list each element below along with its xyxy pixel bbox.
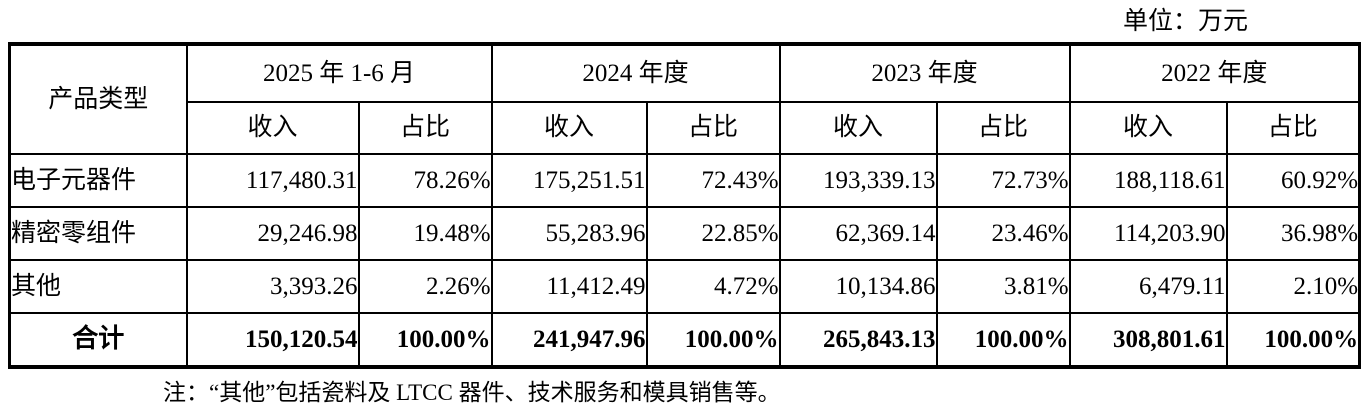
subheader-revenue-2023: 收入 <box>778 101 938 155</box>
cell-value: 55,283.96 <box>490 206 648 261</box>
cell-value: 3,393.26 <box>185 259 360 314</box>
cell-value: 2.26% <box>357 259 493 314</box>
subheader-share-2022: 占比 <box>1225 101 1361 155</box>
period-header-2022: 2022 年度 <box>1068 43 1361 103</box>
cell-value: 11,412.49 <box>490 259 648 314</box>
cell-value: 193,339.13 <box>778 153 938 208</box>
cell-value: 10,134.86 <box>778 259 938 314</box>
cell-value: 175,251.51 <box>490 153 648 208</box>
row-label: 电子元器件 <box>8 153 188 208</box>
cell-value: 100.00% <box>645 312 781 368</box>
period-header-2023: 2023 年度 <box>778 43 1071 103</box>
period-header-2024: 2024 年度 <box>490 43 781 103</box>
subheader-revenue-2024: 收入 <box>490 101 648 155</box>
row-label: 其他 <box>8 259 188 314</box>
subheader-revenue-2025h1: 收入 <box>185 101 360 155</box>
row-label: 精密零组件 <box>8 206 188 261</box>
revenue-table: 产品类型 2025 年 1-6 月 2024 年度 2023 年度 2022 年… <box>8 42 1362 369</box>
cell-value: 6,479.11 <box>1068 259 1228 314</box>
cell-value: 188,118.61 <box>1068 153 1228 208</box>
table-row-total: 合计 150,120.54 100.00% 241,947.96 100.00%… <box>8 312 1361 368</box>
cell-value: 2.10% <box>1225 259 1361 314</box>
subheader-share-2023: 占比 <box>935 101 1071 155</box>
cell-value: 22.85% <box>645 206 781 261</box>
cell-value: 308,801.61 <box>1068 312 1228 368</box>
header-row-measures: 收入 占比 收入 占比 收入 占比 收入 占比 <box>10 101 1361 155</box>
header-row-periods: 产品类型 2025 年 1-6 月 2024 年度 2023 年度 2022 年… <box>8 43 1361 155</box>
cell-value: 72.43% <box>645 153 781 208</box>
cell-value: 62,369.14 <box>778 206 938 261</box>
cell-value: 117,480.31 <box>185 153 360 208</box>
row-label-total: 合计 <box>8 312 188 368</box>
table-row-electronic-components: 电子元器件 117,480.31 78.26% 175,251.51 72.43… <box>8 153 1361 208</box>
cell-value: 60.92% <box>1225 153 1361 208</box>
cell-value: 72.73% <box>935 153 1071 208</box>
corner-header-product-type: 产品类型 <box>8 43 188 155</box>
table-row-precision-parts: 精密零组件 29,246.98 19.48% 55,283.96 22.85% … <box>8 206 1361 261</box>
cell-value: 241,947.96 <box>490 312 648 368</box>
subheader-revenue-2022: 收入 <box>1068 101 1228 155</box>
cell-value: 150,120.54 <box>185 312 360 368</box>
cell-value: 3.81% <box>935 259 1071 314</box>
unit-label: 单位：万元 <box>1122 8 1248 35</box>
cell-value: 100.00% <box>1225 312 1361 368</box>
cell-value: 114,203.90 <box>1068 206 1228 261</box>
cell-value: 78.26% <box>357 153 493 208</box>
footnote: 注：“其他”包括瓷料及 LTCC 器件、技术服务和模具销售等。 <box>163 380 781 405</box>
cell-value: 100.00% <box>935 312 1071 368</box>
cell-value: 36.98% <box>1225 206 1361 261</box>
cell-value: 23.46% <box>935 206 1071 261</box>
cell-value: 4.72% <box>645 259 781 314</box>
cell-value: 265,843.13 <box>778 312 938 368</box>
subheader-share-2025h1: 占比 <box>357 101 493 155</box>
cell-value: 19.48% <box>357 206 493 261</box>
cell-value: 100.00% <box>357 312 493 368</box>
subheader-share-2024: 占比 <box>645 101 781 155</box>
period-header-2025h1: 2025 年 1-6 月 <box>185 43 493 103</box>
table-row-other: 其他 3,393.26 2.26% 11,412.49 4.72% 10,134… <box>8 259 1361 314</box>
cell-value: 29,246.98 <box>185 206 360 261</box>
